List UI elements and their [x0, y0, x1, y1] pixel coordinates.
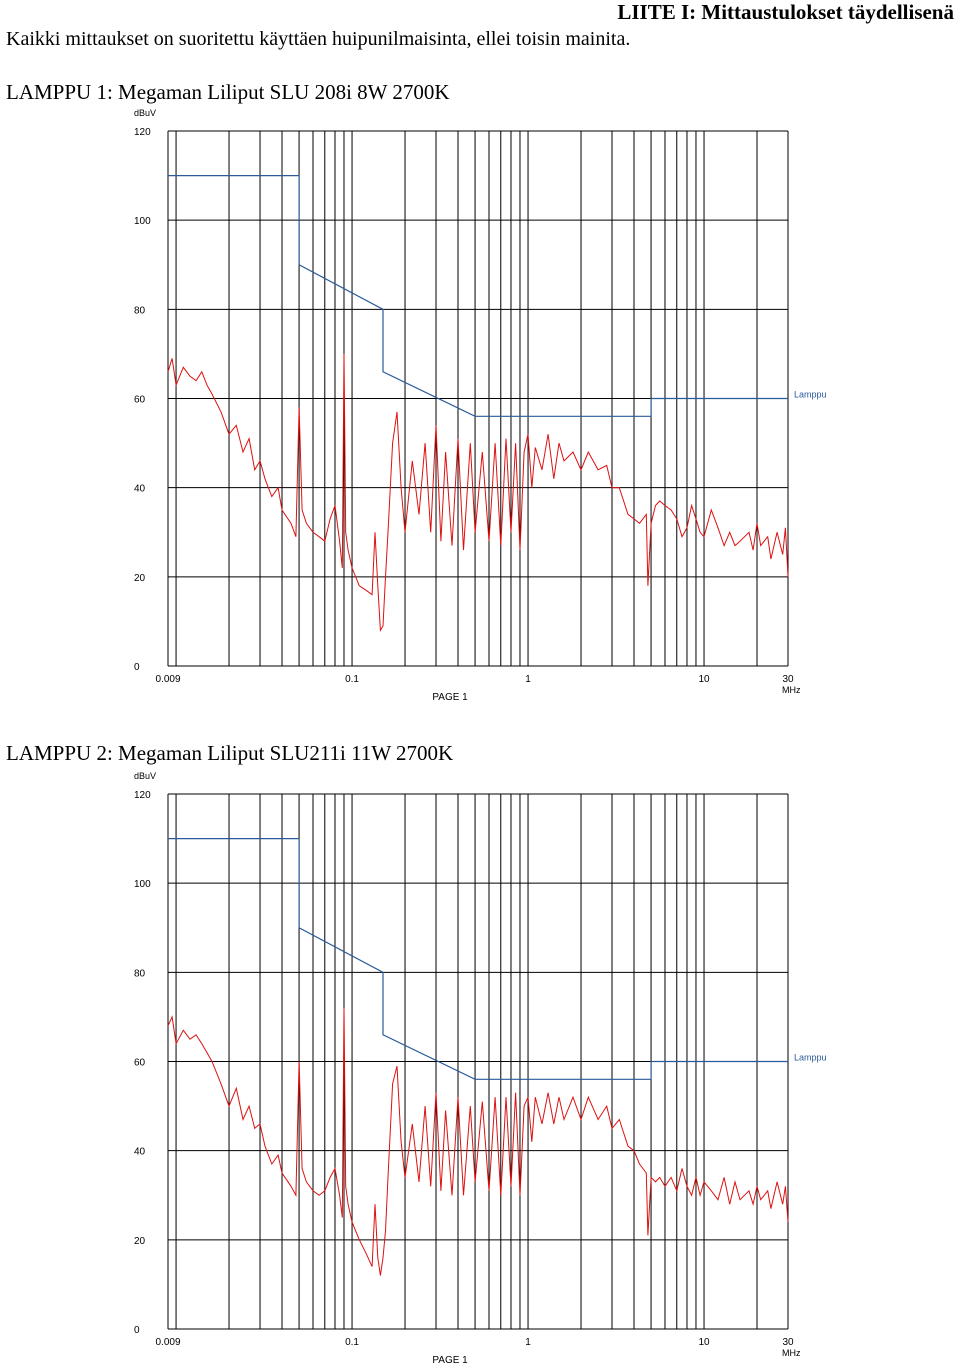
y-tick-label: 120 [134, 127, 151, 138]
x-tick-label: 0.1 [345, 674, 359, 685]
intro-text: Kaikki mittaukset on suoritettu käyttäen… [6, 28, 631, 50]
y-tick-label: 0 [134, 1325, 140, 1336]
x-tick-label: 1 [525, 1337, 531, 1348]
y-tick-label: 120 [134, 790, 151, 801]
x-tick-label: 0.009 [155, 674, 180, 685]
measurement-series-line [167, 1007, 789, 1276]
x-tick-label: 30 [782, 1337, 794, 1348]
y-tick-label: 20 [134, 573, 146, 584]
page-footer-label: PAGE 1 [432, 692, 468, 703]
x-tick-label: 0.009 [155, 1337, 180, 1348]
y-tick-label: 40 [134, 1147, 146, 1158]
x-tick-label: 30 [782, 674, 794, 685]
x-tick-label: 0.1 [345, 1337, 359, 1348]
page-footer-label: PAGE 1 [432, 1355, 468, 1366]
y-axis-label: dBuV [134, 771, 156, 781]
page-header: LIITE I: Mittaustulokset täydellisenä [617, 0, 954, 24]
x-axis-label: MHz [782, 685, 801, 695]
x-axis-label: MHz [782, 1348, 801, 1358]
limit-line-label: Lamppu [794, 390, 827, 400]
y-tick-label: 40 [134, 484, 146, 495]
x-tick-label: 10 [698, 1337, 710, 1348]
chart-2-heading: LAMPPU 2: Megaman Liliput SLU211i 11W 27… [6, 741, 454, 765]
y-axis-label: dBuV [134, 108, 156, 118]
y-tick-label: 60 [134, 1058, 146, 1069]
limit-line [168, 837, 788, 1080]
limit-line-label: Lamppu [794, 1053, 827, 1063]
y-tick-label: 0 [134, 662, 140, 673]
y-tick-label: 80 [134, 305, 146, 316]
y-tick-label: 60 [134, 395, 146, 406]
limit-line [168, 174, 788, 417]
y-tick-label: 100 [134, 879, 151, 890]
emission-chart-2: 0 20 40 60 80 100 120 0.009 0.1 1 10 30 dBuV MHz PAGE … [134, 771, 827, 1366]
y-tick-label: 100 [134, 216, 151, 227]
y-tick-label: 80 [134, 968, 146, 979]
y-tick-label: 20 [134, 1236, 146, 1247]
x-tick-label: 10 [698, 674, 710, 685]
x-tick-label: 1 [525, 674, 531, 685]
chart-1-heading: LAMPPU 1: Megaman Liliput SLU 208i 8W 27… [6, 80, 450, 104]
emission-chart-1: 0 20 40 60 80 100 120 0.009 0.1 1 10 30 dBuV MHz PAGE … [134, 108, 827, 703]
measurement-series-line [167, 353, 789, 632]
